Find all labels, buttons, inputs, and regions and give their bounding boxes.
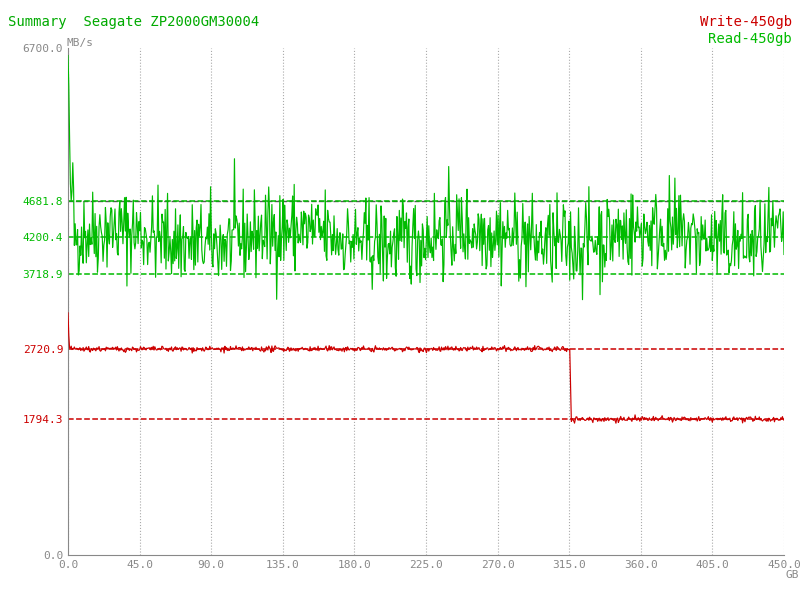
Text: GB: GB bbox=[786, 570, 799, 580]
Text: MB/s: MB/s bbox=[66, 38, 94, 48]
Text: Write-450gb: Write-450gb bbox=[700, 15, 792, 29]
Text: Summary  Seagate ZP2000GM30004: Summary Seagate ZP2000GM30004 bbox=[8, 15, 259, 29]
Text: Read-450gb: Read-450gb bbox=[708, 32, 792, 46]
